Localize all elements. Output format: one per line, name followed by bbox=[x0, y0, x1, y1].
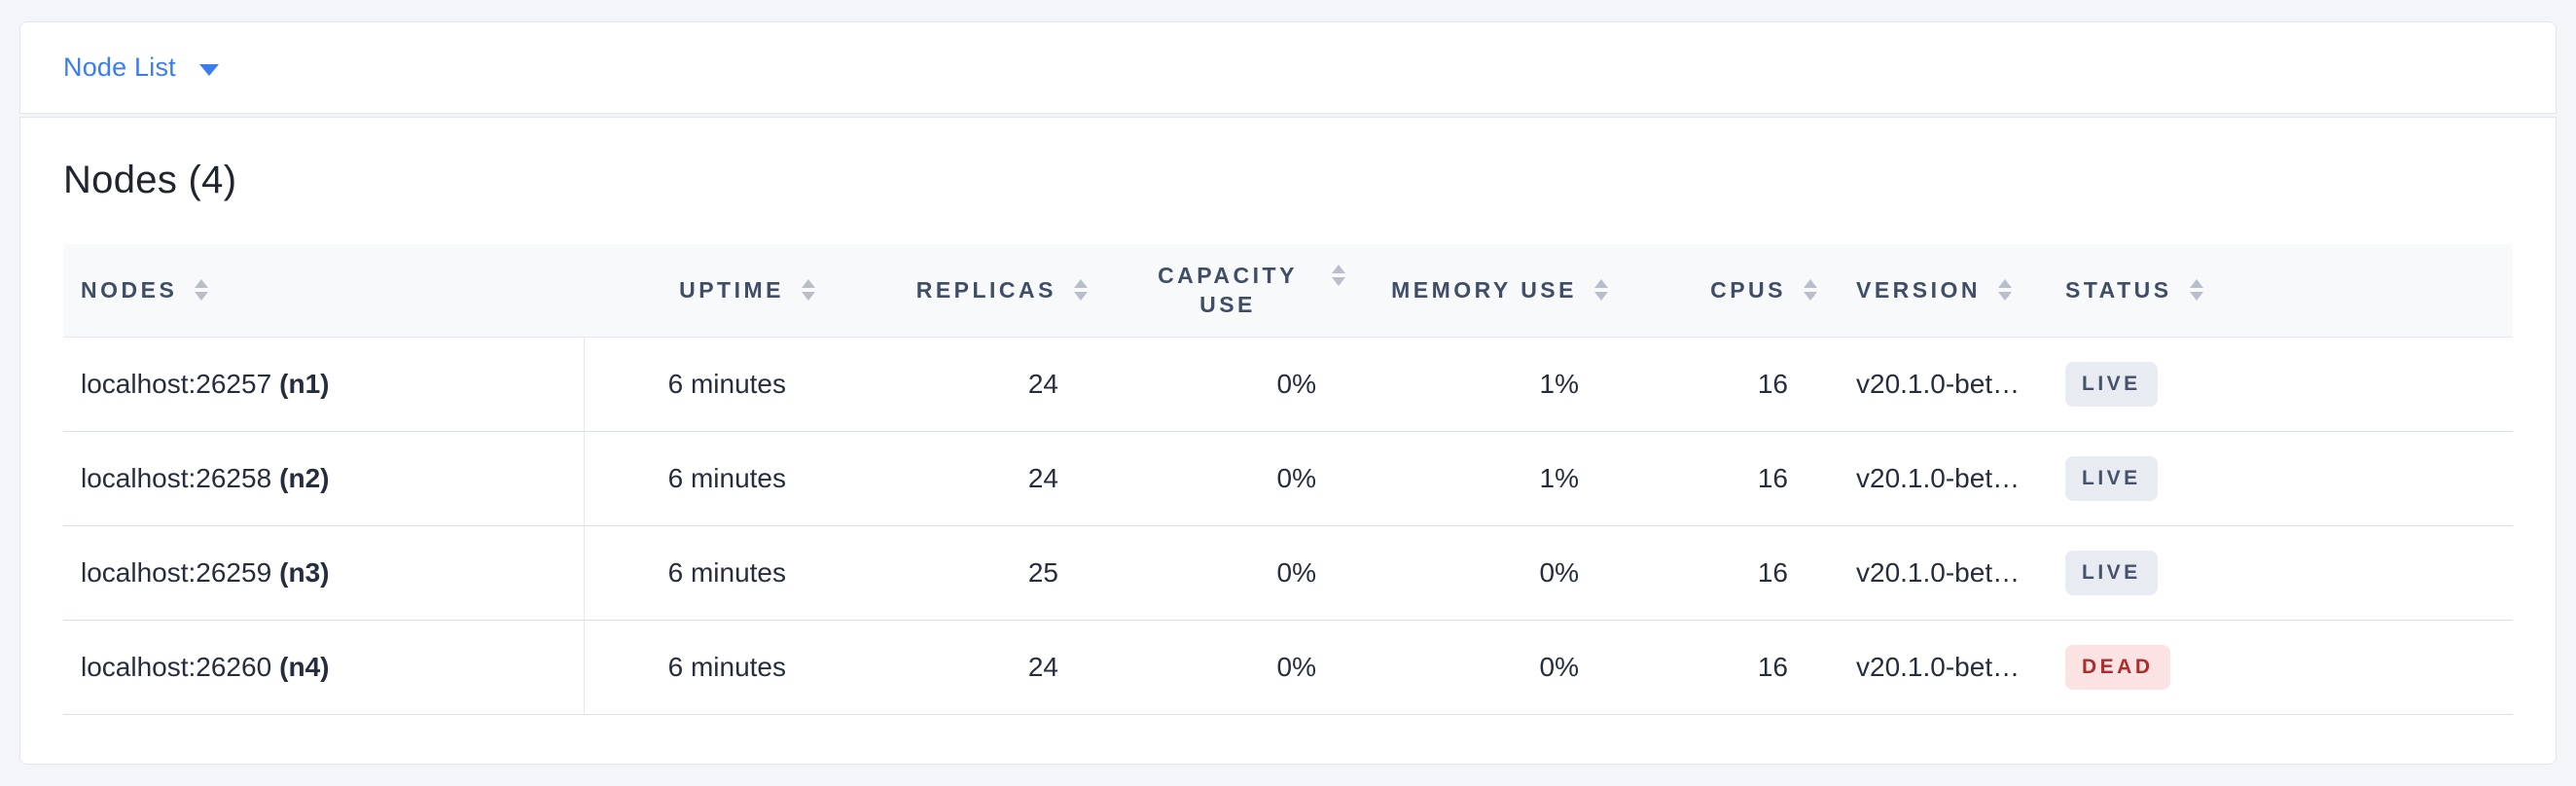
sort-arrows-icon bbox=[195, 279, 209, 302]
node-address: localhost:26257 bbox=[81, 368, 272, 399]
sort-arrows-icon bbox=[1074, 279, 1088, 302]
node-address: localhost:26259 bbox=[81, 556, 272, 588]
version-cell: v20.1.0-bet… bbox=[1832, 525, 2046, 621]
cpus-cell: 16 bbox=[1623, 431, 1832, 526]
node-row-n1: localhost:26257 (n1) 6 minutes 24 0% 1% 1… bbox=[63, 337, 2513, 432]
node-address-cell: localhost:26258 (n2) bbox=[63, 431, 585, 526]
replicas-cell: 24 bbox=[830, 431, 1102, 526]
column-header-nodes[interactable]: NODES bbox=[63, 244, 584, 338]
uptime-cell: 6 minutes bbox=[584, 431, 830, 526]
replicas-cell: 25 bbox=[830, 525, 1102, 621]
column-header-capacity-use[interactable]: CAPACITY USE bbox=[1102, 244, 1360, 338]
sort-arrows-icon bbox=[1998, 279, 2013, 302]
sort-arrows-icon bbox=[2189, 279, 2203, 302]
replicas-cell: 24 bbox=[830, 620, 1102, 715]
node-id: (n4) bbox=[279, 651, 330, 682]
column-header-uptime[interactable]: UPTIME bbox=[584, 244, 830, 338]
caret-down-icon bbox=[198, 63, 219, 76]
sort-arrows-icon bbox=[1804, 279, 1817, 302]
node-row-n4: localhost:26260 (n4) 6 minutes 24 0% 0% 1… bbox=[63, 620, 2513, 715]
node-address: localhost:26260 bbox=[81, 651, 272, 682]
column-header-version[interactable]: VERSION bbox=[1832, 244, 2046, 338]
status-badge: LIVE bbox=[2065, 550, 2158, 595]
node-row-n2: localhost:26258 (n2) 6 minutes 24 0% 1% 1… bbox=[63, 431, 2513, 526]
sort-arrows-icon bbox=[1332, 265, 1345, 287]
uptime-cell: 6 minutes bbox=[584, 525, 830, 621]
node-address-cell: localhost:26259 (n3) bbox=[63, 525, 585, 621]
status-badge: LIVE bbox=[2065, 455, 2158, 501]
replicas-cell: 24 bbox=[830, 337, 1102, 432]
node-list-dropdown[interactable]: Node List bbox=[19, 21, 2557, 114]
node-address-cell: localhost:26260 (n4) bbox=[63, 620, 585, 715]
status-badge: LIVE bbox=[2065, 361, 2158, 407]
cpus-cell: 16 bbox=[1623, 337, 1832, 432]
status-cell: LIVE bbox=[2046, 525, 2513, 621]
capacity-use-cell: 0% bbox=[1102, 337, 1360, 432]
status-badge: DEAD bbox=[2065, 644, 2170, 690]
table-header: NODES UPTIME REPLICAS CAPACITY USE bbox=[63, 244, 2513, 338]
cpus-cell: 16 bbox=[1623, 620, 1832, 715]
node-id: (n1) bbox=[279, 368, 330, 399]
status-cell: DEAD bbox=[2046, 620, 2513, 715]
memory-use-cell: 1% bbox=[1360, 431, 1623, 526]
node-row-n3: localhost:26259 (n3) 6 minutes 25 0% 0% 1… bbox=[63, 525, 2513, 621]
column-header-status[interactable]: STATUS bbox=[2046, 244, 2513, 338]
node-address: localhost:26258 bbox=[81, 462, 272, 493]
node-id: (n2) bbox=[279, 462, 330, 493]
column-header-memory-use[interactable]: MEMORY USE bbox=[1360, 244, 1623, 338]
version-cell: v20.1.0-bet… bbox=[1832, 337, 2046, 432]
column-header-cpus[interactable]: CPUS bbox=[1623, 244, 1832, 338]
node-address-cell: localhost:26257 (n1) bbox=[63, 337, 585, 432]
version-cell: v20.1.0-bet… bbox=[1832, 431, 2046, 526]
nodes-table: NODES UPTIME REPLICAS CAPACITY USE bbox=[63, 244, 2513, 715]
table-body: localhost:26257 (n1) 6 minutes 24 0% 1% 1… bbox=[63, 337, 2513, 715]
memory-use-cell: 0% bbox=[1360, 620, 1623, 715]
status-cell: LIVE bbox=[2046, 431, 2513, 526]
cpus-cell: 16 bbox=[1623, 525, 1832, 621]
version-cell: v20.1.0-bet… bbox=[1832, 620, 2046, 715]
memory-use-cell: 1% bbox=[1360, 337, 1623, 432]
capacity-use-cell: 0% bbox=[1102, 431, 1360, 526]
capacity-use-cell: 0% bbox=[1102, 620, 1360, 715]
uptime-cell: 6 minutes bbox=[584, 620, 830, 715]
sort-arrows-icon bbox=[802, 279, 815, 302]
node-list-dropdown-label: Node List bbox=[63, 53, 176, 82]
uptime-cell: 6 minutes bbox=[584, 337, 830, 432]
node-id: (n3) bbox=[279, 556, 330, 588]
capacity-use-cell: 0% bbox=[1102, 525, 1360, 621]
memory-use-cell: 0% bbox=[1360, 525, 1623, 621]
status-cell: LIVE bbox=[2046, 337, 2513, 432]
column-header-replicas[interactable]: REPLICAS bbox=[830, 244, 1102, 338]
sort-arrows-icon bbox=[1594, 279, 1608, 302]
nodes-card: Nodes (4) NODES UPTIME REPLIC bbox=[19, 117, 2557, 765]
page-title: Nodes (4) bbox=[63, 159, 237, 201]
